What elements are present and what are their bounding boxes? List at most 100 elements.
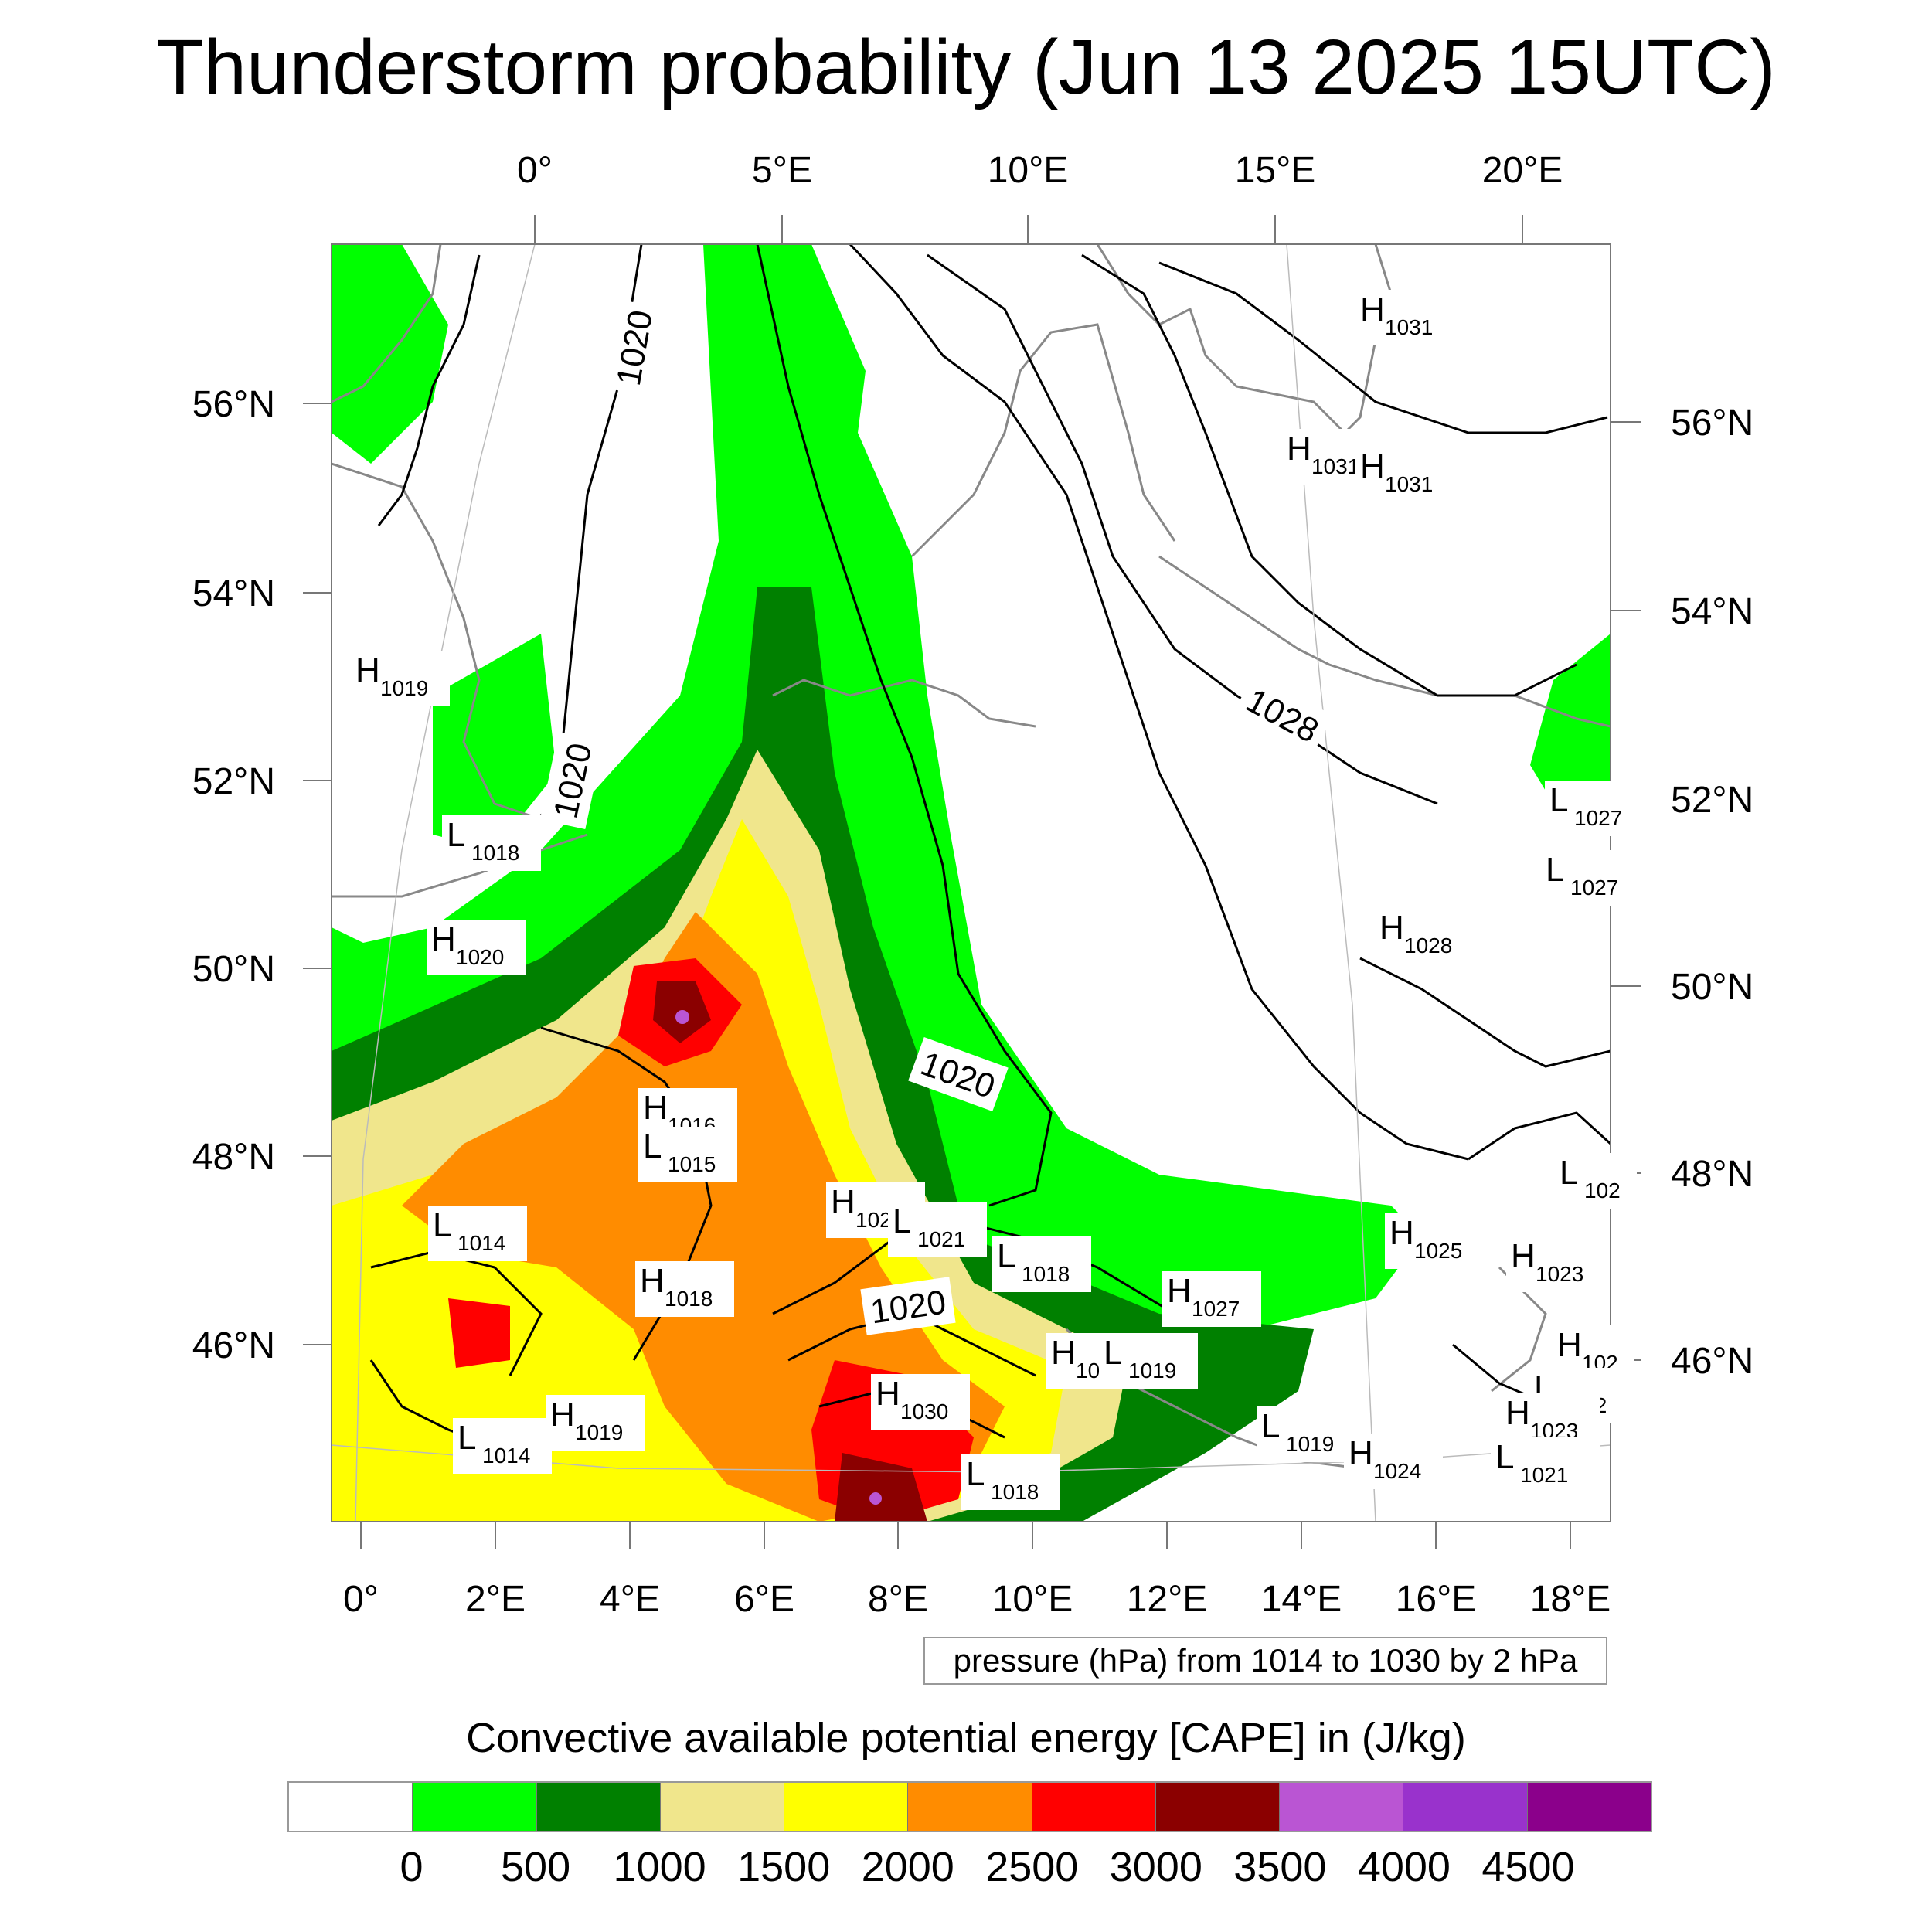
pressure-system-label: H 1020: [427, 920, 526, 975]
colorbar-swatch: [413, 1783, 537, 1831]
pressure-system-label-bg: [442, 815, 541, 871]
left-axis-label: 48°N: [192, 1137, 275, 1178]
pressure-system-label-bg: [1506, 1236, 1605, 1292]
left-axis-label: 56°N: [192, 384, 275, 425]
top-axis-label: 15°E: [1235, 150, 1316, 191]
colorbar-label: 4000: [1357, 1844, 1451, 1890]
pressure-system-type: H: [355, 651, 380, 689]
pressure-system-label: L 1014: [428, 1206, 527, 1261]
pressure-system-value: 1018: [665, 1287, 713, 1311]
colorbar-swatch: [1403, 1783, 1528, 1831]
pressure-system-label: L 1021: [888, 1202, 987, 1257]
pressure-system-type: H: [831, 1183, 855, 1221]
pressure-system-value: 10: [1076, 1359, 1100, 1383]
isobar-label-bg: [1232, 673, 1334, 757]
pressure-system-label: L 1019: [1257, 1406, 1355, 1462]
pressure-system-label: H 1028: [1375, 908, 1474, 964]
pressure-system-value: 1018: [1022, 1262, 1070, 1286]
pressure-system-value: 1028: [1404, 934, 1452, 957]
isobar-label-bg: [539, 732, 604, 829]
pressure-system-label-bg: [1257, 1406, 1355, 1462]
pressure-system-label-bg: [1344, 1434, 1443, 1489]
colorbar-label: 2500: [985, 1844, 1079, 1890]
colorbar-label: 3500: [1233, 1844, 1327, 1890]
pressure-system-type: L: [457, 1419, 476, 1457]
isobar: [1081, 253, 1577, 697]
pressure-system-label-bg: [871, 1374, 970, 1430]
colorbar-label: 0: [400, 1844, 423, 1890]
cape-region-4000-b: [869, 1492, 882, 1505]
right-axis-label: 52°N: [1671, 780, 1753, 821]
pressure-system-label-bg: [351, 651, 450, 706]
pressure-system-type: H: [1557, 1326, 1582, 1364]
pressure-system-type: L: [1495, 1438, 1514, 1476]
top-axis-label: 5°E: [752, 150, 812, 191]
pressure-system-label: H 1030: [871, 1374, 970, 1430]
pressure-system-value: 1021: [917, 1227, 965, 1251]
pressure-system-type: L: [433, 1206, 451, 1244]
pressure-system-label-bg: [1545, 781, 1644, 836]
colorbar-swatch: [784, 1783, 909, 1831]
cape-field: [332, 244, 1611, 1522]
pressure-system-label-bg: [427, 920, 526, 975]
colorbar: [287, 1781, 1652, 1832]
pressure-system-value: 1025: [1414, 1239, 1462, 1263]
pressure-system-label: L 1015: [638, 1127, 737, 1182]
pressure-system-type: H: [1360, 291, 1385, 328]
pressure-system-label-bg: [1555, 1153, 1637, 1209]
pressure-system-value: 1021: [1520, 1463, 1568, 1487]
pressure-system-label-bg: [1375, 908, 1474, 964]
pressure-system-type: L: [447, 816, 465, 854]
pressure-system-type: L: [1560, 1154, 1578, 1192]
cape-region-3500-b: [835, 1453, 927, 1522]
colorbar-title: Convective available potential energy [C…: [466, 1715, 1466, 1761]
pressure-system-label: L 1027: [1541, 850, 1640, 906]
pressure-system-label-bg: [1099, 1333, 1198, 1389]
pressure-system-label: H 1031: [1355, 290, 1454, 345]
isobar: [370, 1250, 543, 1376]
cape-region-500-west: [433, 634, 556, 850]
pressure-system-label: H 1023: [1506, 1236, 1605, 1292]
pressure-system-value: 1019: [1286, 1432, 1334, 1456]
isobar: [756, 244, 1053, 1207]
pressure-system-label: H 1019: [546, 1395, 645, 1451]
pressure-system-label-bg: [1541, 850, 1640, 906]
pressure-system-type: L: [1549, 781, 1568, 819]
isobar: [1158, 261, 1608, 434]
pressure-system-label: H 1024: [1344, 1434, 1443, 1489]
colorbar-swatch: [536, 1783, 661, 1831]
pressure-system-label: L 1027: [1545, 781, 1644, 836]
pressure-system-type: L: [893, 1202, 911, 1240]
colorbar-swatch: [660, 1783, 785, 1831]
colorbar-label: 2000: [861, 1844, 954, 1890]
left-axis-label: 46°N: [192, 1325, 275, 1366]
pressure-system-type: L: [643, 1128, 662, 1165]
pressure-system-type: H: [1051, 1334, 1076, 1372]
pressure-system-value: 1031: [1385, 472, 1433, 496]
right-axis-label: 50°N: [1671, 967, 1753, 1008]
isobar-label: 1020: [860, 1277, 956, 1335]
pressure-system-value: 1031: [1385, 315, 1433, 339]
isobar-label-bg: [603, 299, 665, 396]
pressure-system-label: H 1031: [1355, 447, 1454, 502]
pressure-system-type: H: [431, 920, 456, 958]
pressure-system-label-bg: [992, 1236, 1091, 1292]
right-axis-label: 56°N: [1671, 403, 1753, 444]
pressure-system-label: H 1018: [635, 1261, 734, 1317]
pressure-system-value: 1019: [1128, 1359, 1176, 1383]
pressure-system-label-bg: [888, 1202, 987, 1257]
pressure-system-value: 1019: [380, 676, 428, 700]
right-axis-label: 48°N: [1671, 1154, 1753, 1195]
pressure-contour-note: pressure (hPa) from 1014 to 1030 by 2 hP…: [923, 1637, 1607, 1685]
left-axis-label: 50°N: [192, 949, 275, 990]
pressure-system-type: L: [1261, 1407, 1280, 1445]
pressure-system-value: 1027: [1570, 876, 1618, 900]
pressure-system-type: H: [1287, 430, 1311, 468]
pressure-system-type: L: [966, 1455, 985, 1493]
right-axis-label: 54°N: [1671, 591, 1753, 632]
pressure-system-label: L 1014: [453, 1418, 552, 1474]
top-axis-label: 0°: [517, 150, 553, 191]
isobar: [1359, 957, 1611, 1068]
pressure-system-type: H: [1349, 1434, 1373, 1472]
